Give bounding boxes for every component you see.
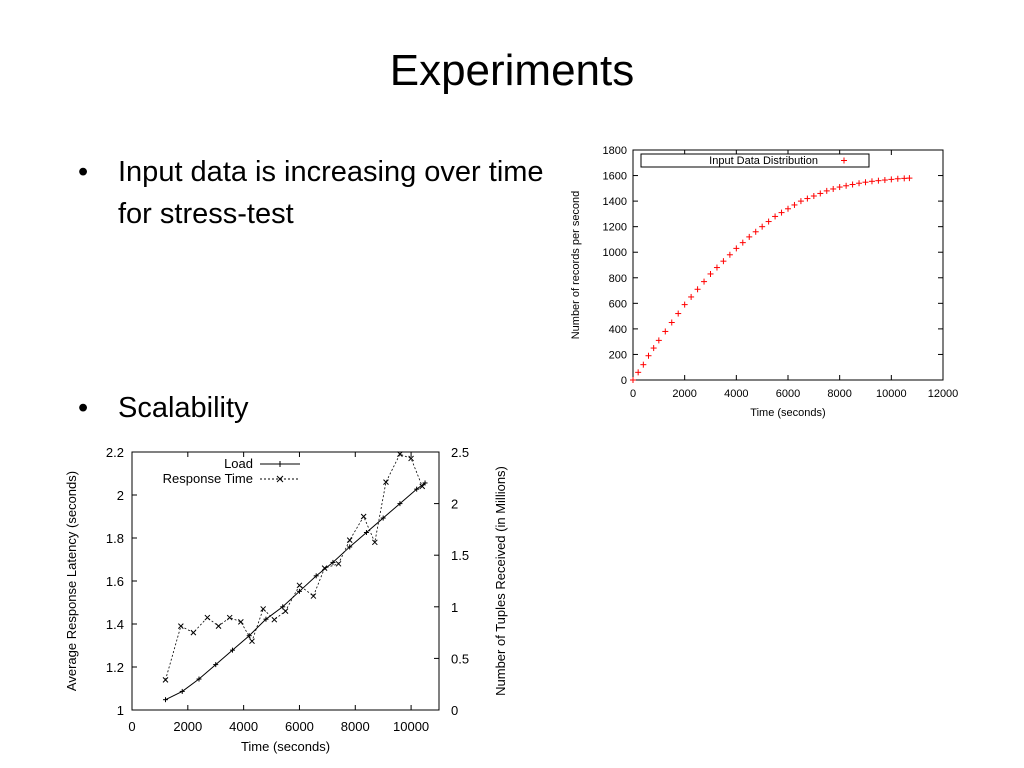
x-tick-label: 4000	[229, 719, 258, 734]
y-tick-label: 1200	[603, 222, 627, 234]
series-response-time	[162, 451, 426, 683]
y2-axis-label: Number of Tuples Received (in Millions)	[493, 466, 508, 696]
series-load	[162, 480, 428, 703]
response-time-point-b	[282, 608, 289, 614]
y-tick-label: 1600	[603, 171, 627, 183]
x-tick-label: 12000	[928, 388, 959, 400]
y-tick-label: 1000	[603, 247, 627, 259]
y-tick-label: 2	[117, 488, 124, 503]
y-tick-label: 400	[609, 324, 627, 336]
x-tick-label: 4000	[724, 388, 748, 400]
x-tick-label: 6000	[776, 388, 800, 400]
y-axis-label: Number of records per second	[570, 191, 582, 340]
legend-label-load: Load	[224, 456, 253, 471]
x-axis-label: Time (seconds)	[241, 739, 330, 754]
y-axis-label: Average Response Latency (seconds)	[64, 471, 79, 691]
response-time-line	[165, 453, 423, 681]
y-tick-label: 600	[609, 298, 627, 310]
response-time-point-b	[237, 618, 244, 625]
bullet-input-data: • Input data is increasing over time for…	[78, 151, 558, 235]
series-input-data	[630, 175, 913, 383]
y2-tick-label: 2	[451, 497, 458, 512]
legend-label-response-time: Response Time	[163, 471, 253, 486]
scalability-chart: 0 2000 4000 6000 8000 10000 1 1.2 1.4 1.6 1.8 2 2.2 0…	[64, 445, 508, 754]
y-tick-label: 1400	[603, 196, 627, 208]
x-tick-label: 2000	[672, 388, 696, 400]
response-time-point-b	[419, 483, 426, 490]
bullet-scalability: • Scalability	[78, 387, 558, 429]
bullet-text: Scalability	[118, 392, 249, 424]
bullet-marker: •	[78, 392, 89, 424]
y-tick-label: 800	[609, 273, 627, 285]
response-time-point-b	[204, 614, 211, 621]
y2-tick-label: 0	[451, 703, 458, 718]
y-tick-label: 2.2	[106, 445, 124, 460]
x-tick-label: 10000	[876, 388, 907, 400]
legend-marker-response-time-b	[276, 475, 284, 483]
response-time-point-b	[408, 455, 414, 462]
plot-frame	[632, 149, 944, 381]
bullet-text: Input data is increasing over time for s…	[118, 156, 544, 230]
response-time-point-b	[383, 479, 389, 485]
response-time-point-b	[296, 582, 303, 589]
response-time-point-b	[260, 606, 267, 612]
x-tick-label: 0	[630, 388, 636, 400]
y2-tick-label: 0.5	[451, 651, 469, 666]
x-tick-label: 8000	[341, 719, 370, 734]
slide-title: Experiments	[389, 46, 635, 95]
x-tick-label: 6000	[285, 719, 314, 734]
response-time-point-b	[177, 623, 184, 630]
response-time-point-b	[371, 539, 378, 546]
response-time-point-b	[346, 537, 353, 544]
response-time-point-b	[226, 614, 233, 621]
legend-box	[640, 153, 870, 168]
response-time-point-b	[271, 616, 278, 623]
y2-tick-label: 1	[451, 600, 458, 615]
input-distribution-chart: 0 2000 4000 6000 8000 10000 12000 0 200 400 600 800…	[570, 145, 959, 419]
y-tick-label: 1.2	[106, 660, 124, 675]
plot-frame	[131, 451, 440, 711]
response-time-point-b	[321, 565, 328, 571]
load-line	[165, 482, 426, 701]
response-time-point-b	[162, 677, 169, 683]
y-tick-label: 1.4	[106, 617, 124, 632]
response-time-point-b	[397, 451, 403, 458]
y-tick-label: 1.6	[106, 574, 124, 589]
x-tick-label: 2000	[173, 719, 202, 734]
response-time-point-b	[335, 560, 342, 567]
y-tick-label: 1.8	[106, 531, 124, 546]
response-time-point-b	[190, 629, 197, 636]
y-tick-label: 200	[609, 349, 627, 361]
x-tick-label: 8000	[827, 388, 851, 400]
response-time-point-b	[215, 623, 222, 630]
response-time-point-b	[360, 513, 367, 520]
x-axis-label: Time (seconds)	[750, 407, 825, 419]
response-time-point-b	[249, 638, 255, 645]
response-time-point-b	[310, 593, 317, 599]
y-tick-label: 0	[621, 375, 627, 387]
bullet-marker: •	[78, 156, 89, 188]
y-tick-label: 1	[117, 703, 124, 718]
x-tick-label: 10000	[393, 719, 429, 734]
y2-tick-label: 1.5	[451, 548, 469, 563]
y2-tick-label: 2.5	[451, 445, 469, 460]
legend-label: Input Data Distribution	[709, 155, 818, 167]
y-tick-label: 1800	[603, 145, 627, 157]
x-tick-label: 0	[128, 719, 135, 734]
